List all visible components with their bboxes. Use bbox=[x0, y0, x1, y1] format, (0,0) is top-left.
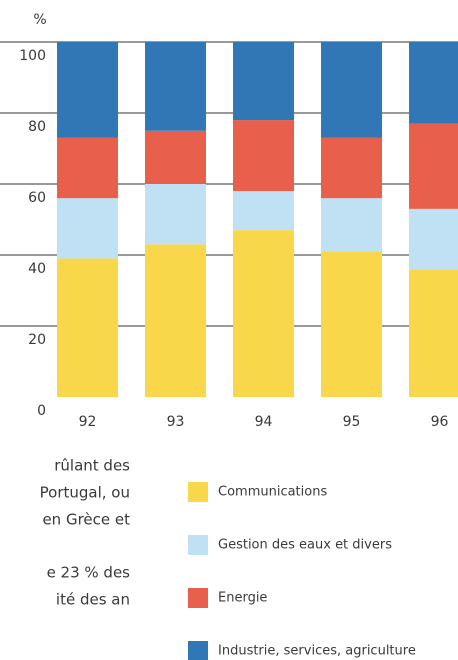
bar-segment bbox=[409, 42, 458, 124]
bar-segment bbox=[321, 137, 382, 199]
bar-segment bbox=[57, 42, 118, 138]
y-tick-label: 100 bbox=[19, 48, 46, 64]
y-tick-label: 20 bbox=[28, 332, 46, 348]
bar-segment bbox=[233, 42, 294, 121]
legend-swatch bbox=[188, 535, 208, 555]
x-tick-label: 94 bbox=[255, 414, 273, 430]
bar-segment bbox=[321, 42, 382, 138]
body-text: en Grèce et bbox=[42, 511, 130, 529]
body-text: Portugal, ou bbox=[40, 484, 130, 502]
legend-label: Gestion des eaux et divers bbox=[218, 538, 392, 553]
y-tick-label: 40 bbox=[28, 261, 46, 277]
bar-segment bbox=[57, 198, 118, 259]
body-text: rûlant des bbox=[54, 457, 130, 475]
bar-segment bbox=[145, 244, 206, 397]
legend-label: Communications bbox=[218, 485, 327, 500]
bar-segment bbox=[321, 198, 382, 252]
bar-segment bbox=[57, 258, 118, 397]
y-tick-label: 60 bbox=[28, 190, 46, 206]
x-tick-label: 93 bbox=[167, 414, 185, 430]
bar-segment bbox=[233, 191, 294, 231]
bar-segment bbox=[145, 130, 206, 184]
body-text: e 23 % des bbox=[47, 564, 131, 582]
legend-swatch bbox=[188, 641, 208, 660]
legend-swatch bbox=[188, 588, 208, 608]
bar-segment bbox=[57, 137, 118, 199]
body-text: ité des an bbox=[56, 591, 130, 609]
x-tick-label: 96 bbox=[431, 414, 449, 430]
x-tick-label: 92 bbox=[79, 414, 97, 430]
bar-segment bbox=[233, 120, 294, 192]
bar-segment bbox=[409, 123, 458, 209]
y-tick-label: 0 bbox=[37, 403, 46, 419]
bar-segment bbox=[321, 251, 382, 397]
bar-segment bbox=[409, 269, 458, 397]
legend-swatch bbox=[188, 482, 208, 502]
y-tick-label: 80 bbox=[28, 119, 46, 135]
bar-segment bbox=[145, 42, 206, 131]
x-tick-label: 95 bbox=[343, 414, 361, 430]
bar-segment bbox=[409, 208, 458, 270]
legend-label: Energie bbox=[218, 591, 267, 606]
y-axis-label: % bbox=[33, 12, 46, 28]
bar-segment bbox=[233, 230, 294, 397]
bar-segment bbox=[145, 184, 206, 245]
legend-label: Industrie, services, agriculture bbox=[218, 644, 416, 659]
